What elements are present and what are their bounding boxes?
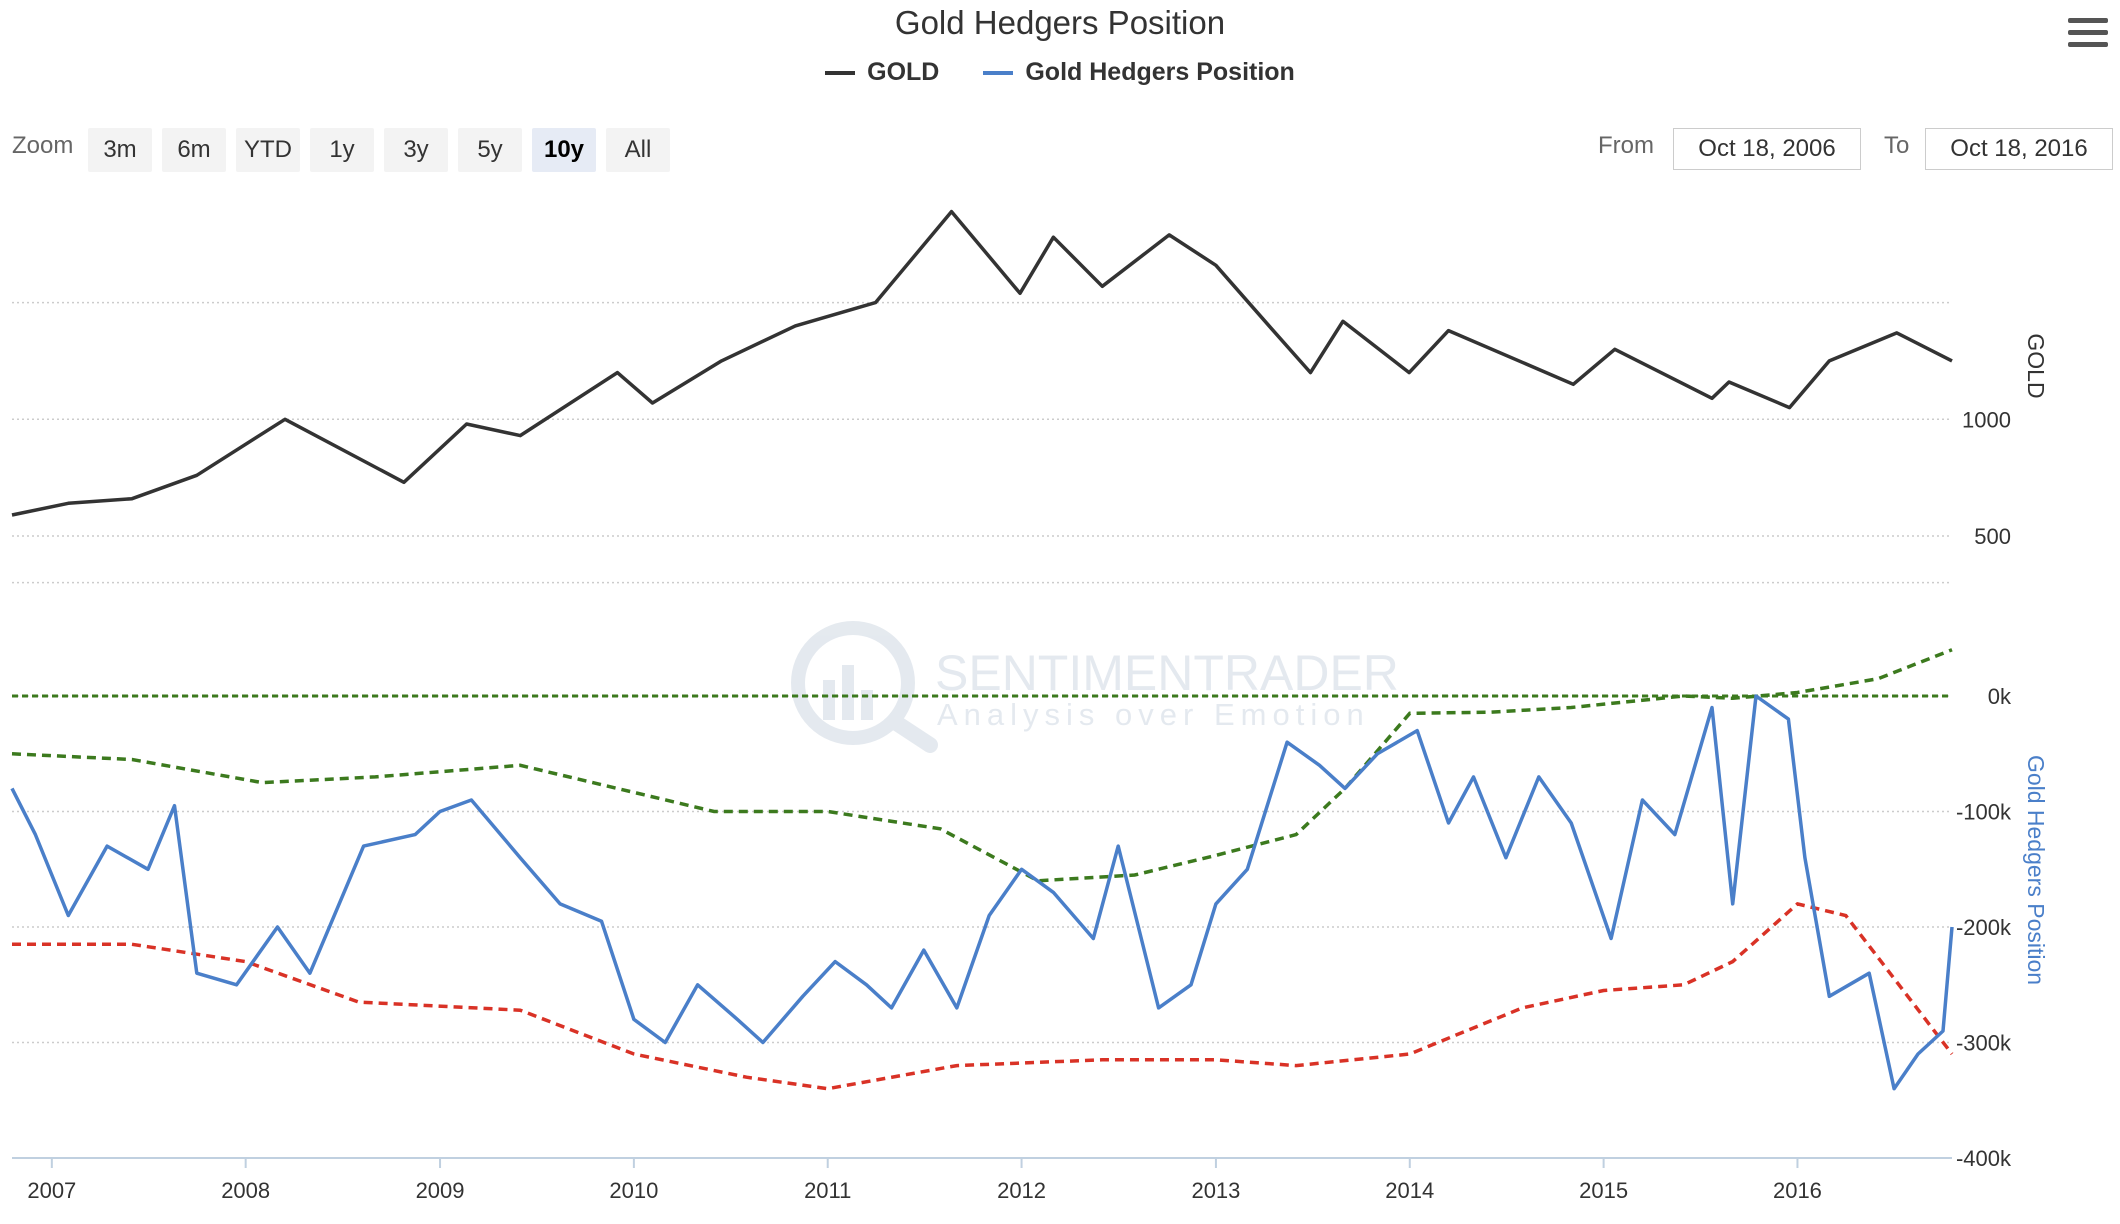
hedgers-series-line <box>10 694 1954 1091</box>
zoom-10y-button[interactable]: 10y <box>532 128 596 172</box>
hedgers-y-tick-label: 0k <box>1988 684 2012 709</box>
zoom-ytd-button[interactable]: YTD <box>236 128 300 172</box>
legend-item-gold[interactable]: GOLD <box>825 58 939 87</box>
x-tick-label: 2014 <box>1385 1178 1434 1203</box>
x-tick-label: 2016 <box>1773 1178 1822 1203</box>
legend-label-hedgers: Gold Hedgers Position <box>1025 58 1295 86</box>
chart-title: Gold Hedgers Position <box>894 4 1226 41</box>
range-to-input[interactable] <box>1925 128 2113 170</box>
x-tick-label: 2009 <box>416 1178 465 1203</box>
legend-item-hedgers[interactable]: Gold Hedgers Position <box>983 58 1295 87</box>
gold-y-tick-label: 1000 <box>1962 407 2011 432</box>
gold-axis-title: GOLD <box>2023 333 2049 398</box>
zoom-3y-button[interactable]: 3y <box>384 128 448 172</box>
gold-series-line <box>11 209 1953 517</box>
x-tick-label: 2011 <box>804 1178 851 1203</box>
hedgers-y-tick-label: -400k <box>1956 1146 2012 1171</box>
x-tick-label: 2010 <box>609 1178 658 1203</box>
x-tick-label: 2012 <box>997 1178 1046 1203</box>
legend-label-gold: GOLD <box>867 58 940 86</box>
hedgers-y-tick-label: -200k <box>1956 915 2012 940</box>
watermark-logo-icon <box>791 621 915 745</box>
lower-band-line <box>12 901 1954 1091</box>
zoom-6m-button[interactable]: 6m <box>162 128 226 172</box>
zoom-3m-button[interactable]: 3m <box>88 128 152 172</box>
zoom-label: Zoom <box>12 132 74 159</box>
watermark-subtitle: Analysis over Emotion <box>937 697 1370 732</box>
hedgers-swatch-icon <box>983 70 1014 75</box>
legend: GOLD Gold Hedgers Position <box>0 58 2120 87</box>
x-tick-label: 2013 <box>1191 1178 1240 1203</box>
gold-swatch-icon <box>825 70 856 75</box>
range-from-label: From <box>1598 132 1654 159</box>
hedgers-axis-title: Gold Hedgers Position <box>2023 755 2049 985</box>
hamburger-icon[interactable] <box>2068 18 2108 54</box>
watermark: SENTIMENTRADER Analysis over Emotion <box>791 621 1399 753</box>
x-tick-label: 2007 <box>27 1178 76 1203</box>
range-to-label: To <box>1884 132 1910 159</box>
x-tick-label: 2015 <box>1579 1178 1628 1203</box>
gridlines <box>12 301 1952 1044</box>
zoom-1y-button[interactable]: 1y <box>310 128 374 172</box>
gold-y-tick-label: 500 <box>1974 524 2011 549</box>
hedgers-y-tick-label: -300k <box>1956 1031 2012 1056</box>
upper-band-line <box>11 648 1953 883</box>
zoom-all-button[interactable]: All <box>606 128 670 172</box>
range-from-input[interactable] <box>1673 128 1861 170</box>
x-tick-label: 2008 <box>221 1178 270 1203</box>
zoom-5y-button[interactable]: 5y <box>458 128 522 172</box>
hedgers-y-tick-label: -100k <box>1956 800 2012 825</box>
watermark-title: SENTIMENTRADER <box>935 645 1399 701</box>
